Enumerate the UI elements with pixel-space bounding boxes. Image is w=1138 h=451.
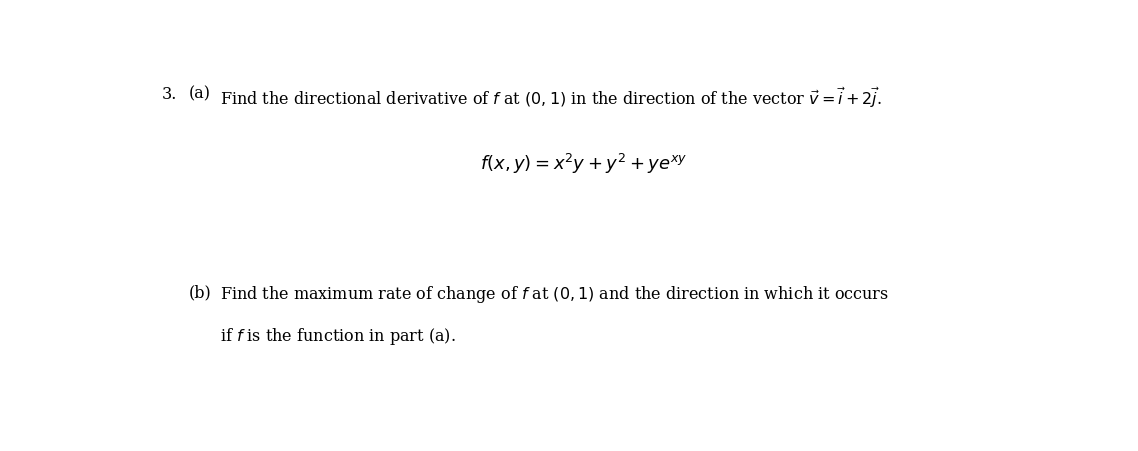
Text: 3.: 3. xyxy=(162,85,178,102)
Text: (b): (b) xyxy=(189,283,212,300)
Text: $f(x, y) = x^2y + y^2 + ye^{xy}$: $f(x, y) = x^2y + y^2 + ye^{xy}$ xyxy=(479,152,687,175)
Text: if $f$ is the function in part (a).: if $f$ is the function in part (a). xyxy=(220,325,455,346)
Text: Find the directional derivative of $f$ at $(0,1)$ in the direction of the vector: Find the directional derivative of $f$ a… xyxy=(220,85,882,110)
Text: (a): (a) xyxy=(189,85,211,102)
Text: Find the maximum rate of change of $f$ at $(0,1)$ and the direction in which it : Find the maximum rate of change of $f$ a… xyxy=(220,283,889,304)
